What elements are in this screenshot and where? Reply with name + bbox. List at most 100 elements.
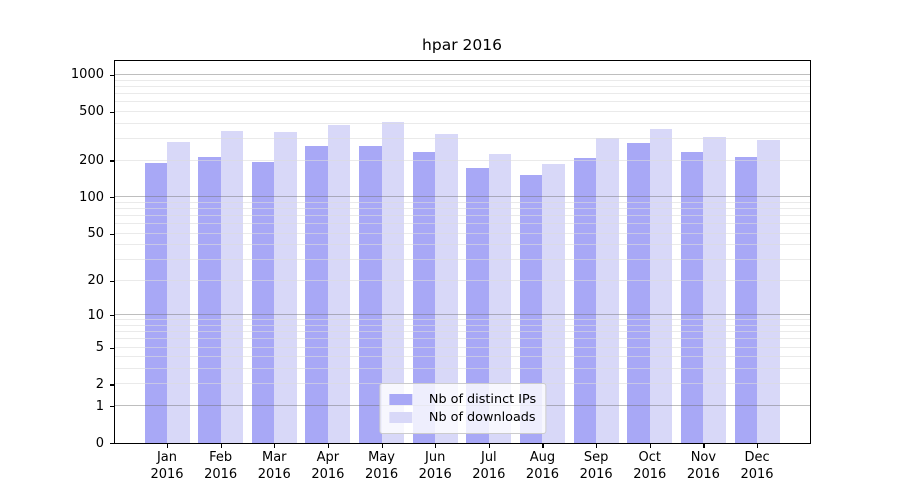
bar-distinct-ips xyxy=(251,161,275,443)
minor-gridline xyxy=(115,137,810,139)
minor-gridline xyxy=(115,79,810,81)
y-tick-label: 200 xyxy=(79,152,104,168)
bar-distinct-ips xyxy=(627,142,650,443)
minor-gridline xyxy=(115,346,810,348)
y-tick-mark xyxy=(110,160,114,162)
x-tick-month: Sep xyxy=(583,450,609,465)
x-tick-month: Apr xyxy=(316,450,340,465)
legend-label-distinct-ips: Nb of distinct IPs xyxy=(428,392,537,407)
plot-area: Nb of distinct IPs Nb of downloads xyxy=(114,60,811,444)
x-tick-year: 2016 xyxy=(472,466,506,482)
minor-gridline xyxy=(115,279,810,281)
legend-swatch-downloads-icon xyxy=(388,412,412,423)
y-tick-mark xyxy=(110,443,114,445)
y-tick-mark xyxy=(110,315,114,317)
minor-gridline xyxy=(115,331,810,333)
legend: Nb of distinct IPs Nb of downloads xyxy=(378,383,547,434)
minor-gridline xyxy=(115,232,810,234)
x-tick-year: 2016 xyxy=(686,466,720,482)
major-gridline xyxy=(115,73,810,75)
bar-downloads xyxy=(488,154,512,443)
y-tick-label: 1 xyxy=(95,398,104,414)
y-tick-label: 10 xyxy=(87,307,104,323)
minor-gridline xyxy=(115,101,810,103)
x-tick-month: Feb xyxy=(209,450,233,465)
x-tick-mark xyxy=(381,444,383,448)
x-tick-label: Dec 2016 xyxy=(740,450,773,483)
x-tick-mark xyxy=(542,444,544,448)
bar-distinct-ips xyxy=(305,145,328,443)
minor-gridline xyxy=(115,338,810,340)
minor-gridline xyxy=(115,244,810,246)
x-tick-label: Jul 2016 xyxy=(472,450,505,483)
minor-gridline xyxy=(115,110,810,112)
x-tick-month: Nov xyxy=(690,450,717,465)
minor-gridline xyxy=(115,368,810,370)
x-tick-mark xyxy=(327,444,330,448)
y-tick-label: 2 xyxy=(95,376,104,392)
y-tick-mark xyxy=(110,406,114,408)
x-tick-label: Oct 2016 xyxy=(633,450,666,483)
x-tick-mark xyxy=(488,444,491,448)
minor-gridline xyxy=(115,122,810,124)
minor-gridline xyxy=(115,223,810,225)
y-tick-label: 100 xyxy=(79,189,104,205)
x-tick-year: 2016 xyxy=(311,466,345,482)
x-tick-month: Jun xyxy=(425,450,446,465)
bar-downloads xyxy=(274,132,297,443)
legend-item-distinct-ips: Nb of distinct IPs xyxy=(388,392,537,407)
minor-gridline xyxy=(115,85,810,87)
bar-downloads xyxy=(435,133,458,443)
bar-distinct-ips xyxy=(680,151,704,443)
x-tick-month: Jul xyxy=(480,450,497,465)
x-tick-mark xyxy=(596,444,598,448)
x-tick-year: 2016 xyxy=(365,466,399,482)
x-tick-year: 2016 xyxy=(418,466,452,482)
x-tick-mark xyxy=(220,444,222,448)
minor-gridline xyxy=(115,207,810,209)
x-tick-month: Oct xyxy=(638,450,661,465)
bar-downloads xyxy=(649,129,673,443)
x-tick-label: Aug 2016 xyxy=(526,450,559,483)
y-tick-mark xyxy=(110,74,114,77)
x-tick-year: 2016 xyxy=(204,466,238,482)
x-tick-mark xyxy=(274,444,276,448)
x-tick-mark xyxy=(757,444,759,448)
x-tick-mark xyxy=(167,444,169,448)
x-tick-year: 2016 xyxy=(633,466,667,482)
x-tick-label: Jan 2016 xyxy=(150,450,183,483)
y-tick-label: 50 xyxy=(87,226,104,242)
major-gridline xyxy=(115,314,810,316)
y-tick-mark xyxy=(110,111,114,114)
y-tick-label: 20 xyxy=(87,273,104,289)
chart-title: hpar 2016 xyxy=(422,36,502,54)
bar-downloads xyxy=(703,137,726,443)
major-gridline xyxy=(115,196,810,198)
bar-distinct-ips xyxy=(144,163,167,443)
y-tick-label: 0 xyxy=(95,435,104,451)
y-tick-mark xyxy=(110,233,114,235)
minor-gridline xyxy=(115,214,810,216)
minor-gridline xyxy=(115,159,810,161)
x-tick-mark xyxy=(649,444,651,448)
x-tick-label: Sep 2016 xyxy=(580,450,613,483)
bar-downloads xyxy=(542,163,565,443)
x-tick-month: May xyxy=(368,450,395,465)
y-tick-label: 1000 xyxy=(70,67,104,83)
legend-item-downloads: Nb of downloads xyxy=(388,410,536,425)
bar-distinct-ips xyxy=(734,157,758,443)
x-tick-label: Mar 2016 xyxy=(258,450,291,483)
x-tick-year: 2016 xyxy=(740,466,774,482)
x-tick-mark xyxy=(703,444,705,448)
bar-distinct-ips xyxy=(198,156,221,443)
y-tick-mark xyxy=(110,197,114,199)
x-tick-year: 2016 xyxy=(525,466,560,482)
x-tick-label: Feb 2016 xyxy=(204,450,237,483)
x-tick-month: Mar xyxy=(262,450,287,465)
bar-downloads xyxy=(327,125,351,443)
y-tick-label: 500 xyxy=(79,104,104,120)
x-tick-label: Apr 2016 xyxy=(311,450,344,483)
minor-gridline xyxy=(115,319,810,321)
minor-gridline xyxy=(115,259,810,261)
y-tick-label: 5 xyxy=(95,340,104,356)
